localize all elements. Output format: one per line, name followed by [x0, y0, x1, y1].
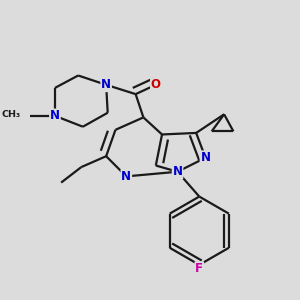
- Text: N: N: [200, 151, 211, 164]
- Text: N: N: [101, 78, 111, 91]
- Text: O: O: [151, 78, 161, 91]
- Text: N: N: [121, 170, 131, 183]
- Text: F: F: [195, 262, 203, 275]
- Text: N: N: [172, 165, 182, 178]
- Text: N: N: [50, 110, 60, 122]
- Text: CH₃: CH₃: [2, 110, 21, 119]
